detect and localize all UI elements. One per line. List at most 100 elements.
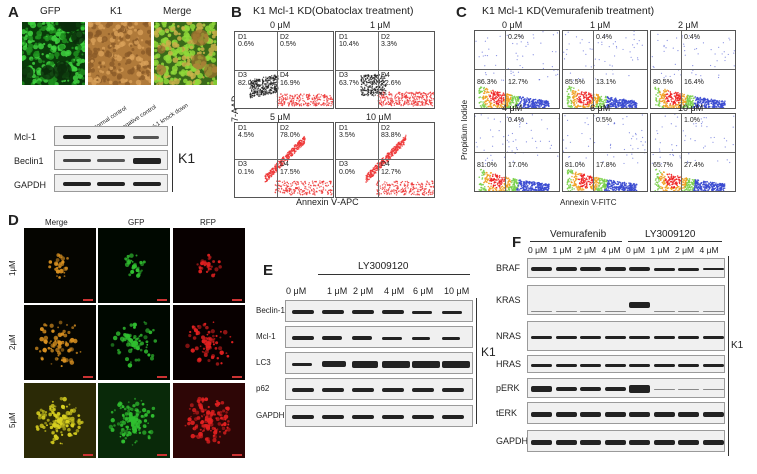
flow-b1-q2: 3.3% [381,41,397,48]
panel-e-protein-3: p62 [256,384,270,393]
panel-e-blot-3 [285,378,473,400]
blot-label-gapdh: GAPDH [14,180,47,190]
fluorescence-merge-1um [24,228,96,303]
panel-e-protein-0: Beclin-1 [256,306,285,315]
flow-b3-q3: 0.0% [339,169,355,176]
fluorescence-merge-2um [24,305,96,380]
fluorescence-gfp-2um [98,305,170,380]
flow-c4-upper: 0.5% [596,117,612,124]
gfp-image-label: GFP [40,6,61,17]
panel-f-protein-4: pERK [496,383,520,393]
blot-gapdh-a [54,174,168,192]
flow-c-dose-4: 6 μM [590,103,611,113]
panel-d-row-2um: 2μM [8,334,17,350]
panel-d-label: D [8,212,19,229]
panel-e-protein-2: LC3 [256,358,271,367]
flow-b2-q3: 0.1% [238,169,254,176]
panel-f-bracket1 [530,241,622,242]
cell-line-label-f: K1 [731,340,744,351]
fluorescence-merge-5um [24,383,96,458]
panel-e-dose-2: 2 μM [353,286,374,296]
panel-f-dose-6: 2 μM [675,245,695,255]
flow-plot-c-2: 0.4% 80.5% 16.4% [650,30,736,109]
flow-b0-q3: 82.0% [238,80,258,87]
flow-c0-upper: 0.2% [508,34,524,41]
flow-b0-q4: 16.9% [280,80,300,87]
flow-b2-q4: 17.5% [280,169,300,176]
blot-label-beclin1: Beclin1 [14,156,44,166]
panel-e-dose-3: 4 μM [384,286,405,296]
fluorescence-rfp-2um [173,305,245,380]
panel-f-blot-2 [527,321,725,351]
k1-image-label: K1 [110,6,123,17]
flow-c-dose-5: 10 μM [678,103,704,113]
panel-f-blot-6 [527,430,725,452]
panel-e-bracket [318,274,470,275]
panel-c-y-axis: Propidium Iodide [460,99,469,160]
panel-f-blot-1 [527,285,725,315]
flow-c-dose-0: 0 μM [502,20,523,30]
panel-c-title: K1 Mcl-1 KD(Vemurafenib treatment) [482,5,655,17]
cell-line-label-a: K1 [178,150,196,166]
panel-c-label: C [456,4,467,21]
flow-b0-q2: 0.5% [280,41,296,48]
panel-f-dose-3: 4 μM [601,245,621,255]
flow-b2-q1: 4.5% [238,132,254,139]
panel-a-label: A [8,4,19,21]
panel-e-protein-1: Mcl-1 [256,332,276,341]
panel-d-row-5um: 5μM [8,412,17,428]
flow-plot-c-3: 0.4% 81.0% 17.0% [474,113,560,192]
k1-bracket-f [728,256,729,456]
panel-f-blot-5 [527,402,725,424]
flow-b0-q1: 0.6% [238,41,254,48]
panel-f-blot-3 [527,355,725,373]
flow-c4-lower-left: 81.0% [565,162,585,169]
flow-b-dose-2: 5 μM [270,112,291,122]
panel-f-bracket2 [628,241,722,242]
panel-f-blot-4 [527,378,725,398]
flow-c5-lower-right: 27.4% [684,162,704,169]
panel-b-label: B [231,4,242,21]
flow-b-dose-0: 0 μM [270,20,291,30]
k1-micrograph [88,22,151,85]
panel-b-x-axis: Annexin Ⅴ-APC [296,197,359,207]
panel-e-blot-4 [285,405,473,427]
panel-e-drug: LY3009120 [358,261,409,272]
flow-c2-lower-left: 80.5% [653,79,673,86]
flow-b1-q4: 22.6% [381,80,401,87]
fluorescence-gfp-5um [98,383,170,458]
panel-f-dose-5: 1 μM [650,245,670,255]
flow-c3-lower-left: 81.0% [477,162,497,169]
panel-e-blot-0 [285,300,473,322]
panel-f-dose-0: 0 μM [528,245,548,255]
flow-c1-lower-right: 13.1% [596,79,616,86]
panel-d-col-rfp: RFP [200,218,216,227]
panel-f-protein-6: GAPDH [496,436,529,446]
panel-c-x-axis: Annexin V-FITC [560,198,617,207]
panel-f-dose-1: 1 μM [552,245,572,255]
flow-c5-upper: 1.0% [684,117,700,124]
panel-f-protein-1: KRAS [496,295,521,305]
panel-f-label: F [512,234,522,251]
cell-line-label-e: K1 [481,345,496,359]
flow-c1-upper: 0.4% [596,34,612,41]
merge-image-label: Merge [163,6,192,17]
gfp-micrograph [22,22,85,85]
panel-f-protein-5: tERK [496,408,518,418]
flow-c5-lower-left: 65.7% [653,162,673,169]
flow-plot-b-0: D1 D2 0.6% 0.5% D3 D4 82.0% 16.9% [234,31,334,109]
flow-plot-b-3: D1 D2 3.5% 83.8% D3 D4 0.0% 12.7% [335,122,435,198]
flow-c0-lower-right: 12.7% [508,79,528,86]
flow-plot-b-2: D1 D2 4.5% 78.0% D3 D4 0.1% 17.5% [234,122,334,198]
panel-f-protein-3: HRAS [496,359,522,369]
panel-d-row-1um: 1μM [8,260,17,276]
panel-e-protein-4: GAPDH [256,411,285,420]
blot-beclin1 [54,150,168,170]
flow-c2-upper: 0.4% [684,34,700,41]
panel-d-col-merge: Merge [45,218,68,227]
flow-plot-c-4: 0.5% 81.0% 17.8% [562,113,648,192]
panel-f-protein-0: BRAF [496,263,521,273]
panel-e-dose-4: 6 μM [413,286,434,296]
flow-c-dose-3: 4 μM [502,103,523,113]
k1-bracket [172,126,173,192]
